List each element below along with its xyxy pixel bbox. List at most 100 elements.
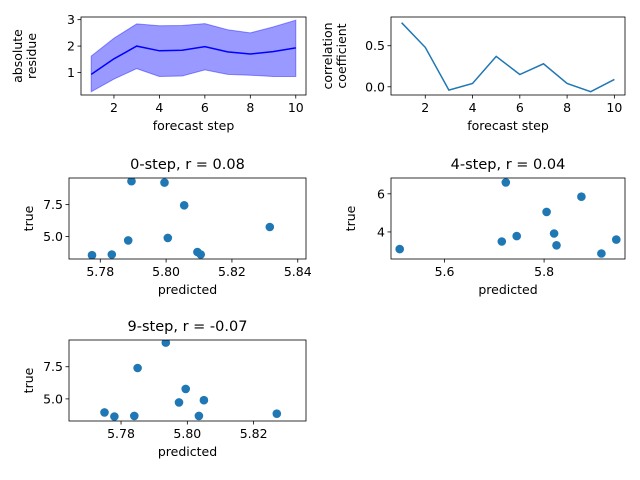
x-axis-label: forecast step xyxy=(467,118,549,133)
y-axis-label: true xyxy=(21,367,36,393)
y-axis-label: true xyxy=(21,205,36,231)
x-tick-label: 8 xyxy=(246,100,254,115)
y-tick-label: 1 xyxy=(67,65,75,80)
x-tick-label: 5.6 xyxy=(435,264,455,279)
scatter-point xyxy=(127,178,136,186)
x-axis-label: forecast step xyxy=(153,118,235,133)
x-axis-label: predicted xyxy=(478,282,537,297)
data-point xyxy=(90,73,92,75)
x-tick-label: 5.8 xyxy=(534,264,554,279)
data-point xyxy=(135,45,137,47)
scatter-point xyxy=(110,412,119,421)
x-tick-label: 2 xyxy=(110,100,118,115)
plot-area xyxy=(87,178,275,259)
scatter-point xyxy=(395,244,405,254)
data-point xyxy=(495,55,497,57)
data-point xyxy=(226,51,228,53)
data-point xyxy=(424,46,426,48)
confidence-band xyxy=(90,19,297,93)
series-line xyxy=(401,22,615,93)
data-point xyxy=(400,22,402,24)
x-tick-label: 5.78 xyxy=(107,426,135,441)
scatter-point xyxy=(542,207,551,217)
y-tick-label: 2 xyxy=(67,39,75,54)
scatter-point xyxy=(100,408,109,417)
data-point xyxy=(542,63,544,65)
x-tick-label: 4 xyxy=(469,100,477,115)
scatter-point xyxy=(87,250,97,259)
data-point xyxy=(295,47,297,49)
data-point xyxy=(249,53,251,55)
panel-s9: 5.78 5.80 5.82 5.0 7.5 predicted true 9-step, r… xyxy=(21,319,307,459)
x-tick-label: 4 xyxy=(155,100,163,115)
data-point xyxy=(181,49,183,51)
scatter-point xyxy=(133,363,142,373)
y-tick-label: 3 xyxy=(67,12,75,27)
y-axis-label: coefficient xyxy=(334,23,349,88)
data-point xyxy=(272,50,274,52)
scatter-point xyxy=(161,340,171,347)
y-tick-label: 7.5 xyxy=(43,359,63,374)
x-tick-label: 5.82 xyxy=(218,264,246,279)
x-axis-label: predicted xyxy=(158,444,217,459)
y-tick-label: 6 xyxy=(377,186,385,201)
data-point xyxy=(204,45,206,47)
x-tick-label: 10 xyxy=(606,100,622,115)
scatter-point xyxy=(179,201,189,210)
x-tick-label: 5.80 xyxy=(173,426,201,441)
scatter-point xyxy=(497,237,507,246)
scatter-point xyxy=(160,178,169,187)
scatter-point xyxy=(130,411,139,421)
scatter-point xyxy=(196,250,205,259)
scatter-point xyxy=(552,241,561,250)
data-point xyxy=(158,50,160,52)
scatter-point xyxy=(174,398,184,407)
data-point xyxy=(519,73,521,75)
x-tick-label: 5.80 xyxy=(152,264,180,279)
data-point xyxy=(113,58,115,60)
data-point xyxy=(566,82,568,84)
scatter-point xyxy=(549,229,559,238)
chart-title: 4-step, r = 0.04 xyxy=(451,157,566,173)
plot-area xyxy=(395,178,621,258)
scatter-point xyxy=(265,222,275,232)
panel-s0: 5.78 5.80 5.82 5.84 5.0 7.5 predicted true 0-ste… xyxy=(21,157,312,297)
x-tick-label: 10 xyxy=(288,100,304,115)
y-tick-label: 0.5 xyxy=(365,38,385,53)
x-tick-label: 6 xyxy=(201,100,209,115)
chart-title: 0-step, r = 0.08 xyxy=(130,157,245,173)
scatter-point xyxy=(181,384,190,394)
scatter-point xyxy=(123,236,133,245)
data-point xyxy=(613,78,615,80)
y-tick-label: 4 xyxy=(377,224,385,239)
x-tick-label: 2 xyxy=(421,100,429,115)
scatter-point xyxy=(501,178,511,187)
plot-area xyxy=(400,22,615,93)
chart-title: 9-step, r = -0.07 xyxy=(128,319,248,335)
x-tick-label: 5.84 xyxy=(284,264,312,279)
panel-s4: 5.6 5.8 4 6 predicted true 4-step, r = 0.04 xyxy=(343,157,626,297)
axes-frame xyxy=(80,16,307,96)
axes-frame xyxy=(68,177,307,260)
scatter-point xyxy=(163,233,173,243)
y-axis-label: absolute xyxy=(10,29,25,83)
plot-area xyxy=(100,340,282,421)
panel-corr: 2 4 6 8 10 0.0 0.5 forecast step correlation coef… xyxy=(320,16,626,133)
data-point xyxy=(590,91,592,93)
scatter-point xyxy=(612,235,621,244)
y-tick-label: 5.0 xyxy=(43,229,63,244)
scatter-point xyxy=(577,192,586,201)
data-point xyxy=(448,89,450,91)
x-tick-label: 8 xyxy=(563,100,571,115)
x-tick-label: 6 xyxy=(516,100,524,115)
x-tick-label: 5.82 xyxy=(240,426,268,441)
scatter-point xyxy=(107,250,117,259)
y-tick-label: 7.5 xyxy=(43,197,63,212)
x-axis-label: predicted xyxy=(158,282,217,297)
y-tick-label: 5.0 xyxy=(43,391,63,406)
axes-frame xyxy=(390,177,626,260)
y-axis-label: true xyxy=(343,205,358,231)
scatter-point xyxy=(512,231,521,241)
